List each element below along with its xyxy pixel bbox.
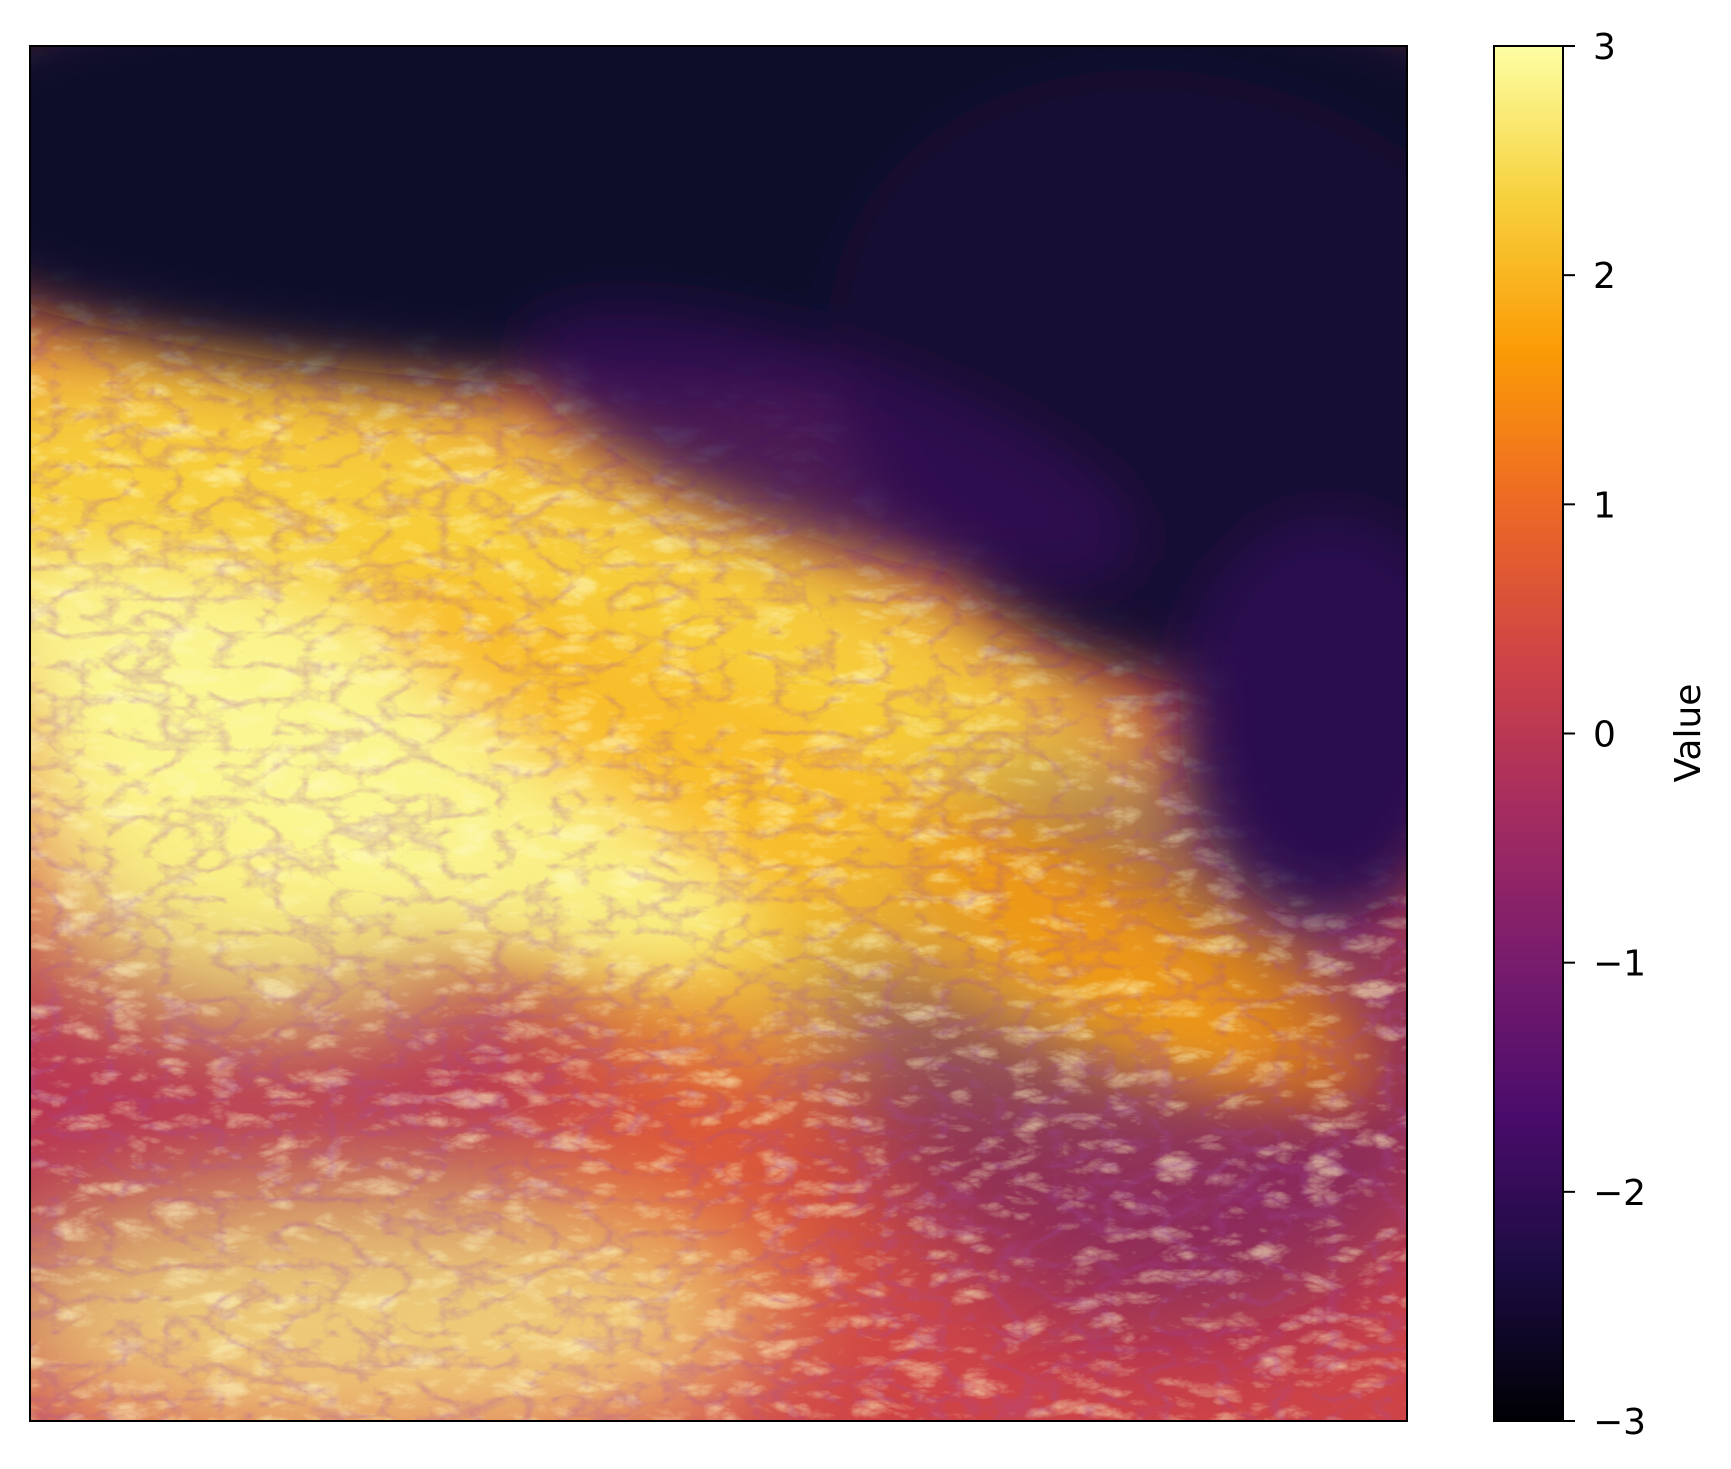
colorbar-tick-label: 0: [1593, 715, 1616, 756]
colorbar-tick-label: 3: [1593, 27, 1616, 68]
colorbar: 3 2 1 0 −1 −2 −3 Value: [1493, 27, 1709, 1443]
colorbar-tick-label: 2: [1593, 256, 1616, 297]
colorbar-tick-label: −1: [1593, 944, 1646, 985]
field-region-east-edge: [1180, 520, 1407, 920]
plot-frame: [29, 45, 1408, 1422]
colorbar-label: Value: [1668, 684, 1709, 783]
heatmap-field: [30, 46, 1407, 1421]
colorbar-tick-label: 1: [1593, 485, 1616, 526]
field-region-north-slope: [524, 319, 1136, 581]
colorbar-gradient: [1494, 46, 1563, 1421]
colorbar-tick-label: −2: [1593, 1173, 1646, 1214]
colorbar-tick-label: −3: [1593, 1402, 1646, 1443]
